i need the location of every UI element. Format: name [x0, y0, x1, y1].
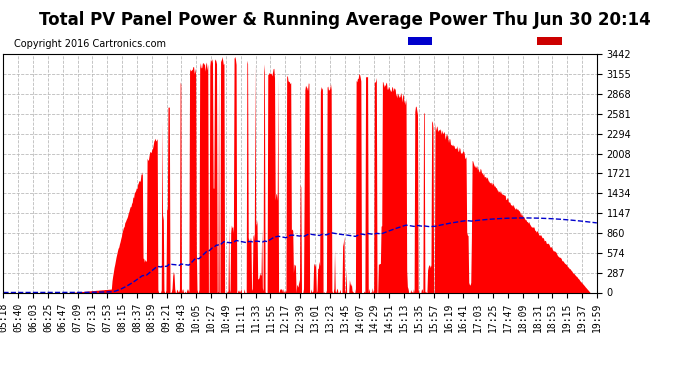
Text: Total PV Panel Power & Running Average Power Thu Jun 30 20:14: Total PV Panel Power & Running Average P…	[39, 11, 651, 29]
Text: Copyright 2016 Cartronics.com: Copyright 2016 Cartronics.com	[14, 39, 166, 50]
Legend: Average  (DC Watts), PV Panels  (DC Watts): Average (DC Watts), PV Panels (DC Watts)	[408, 37, 671, 47]
